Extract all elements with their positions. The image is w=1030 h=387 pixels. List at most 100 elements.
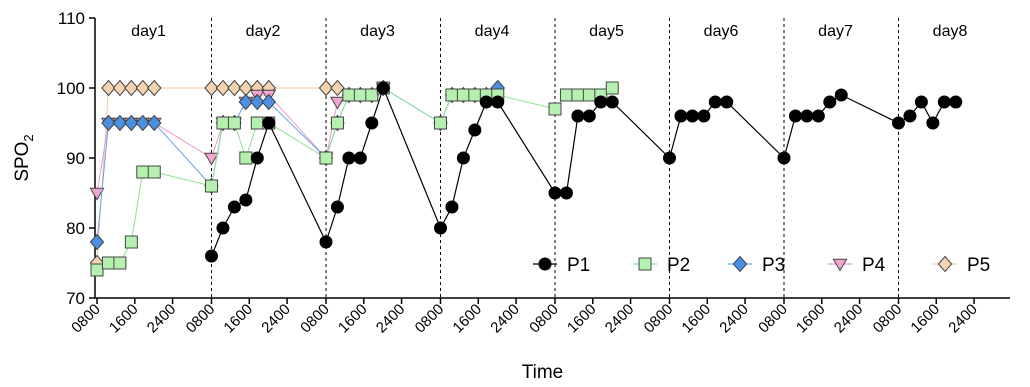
data-point-p1 <box>479 95 493 109</box>
data-point-p1 <box>937 95 951 109</box>
x-tick-label: 2400 <box>602 301 638 337</box>
data-point-p1 <box>594 95 608 109</box>
x-tick-label: 1600 <box>678 301 714 337</box>
data-point-p2 <box>605 81 619 95</box>
y-tick-label: 90 <box>66 149 85 168</box>
day-label: day5 <box>589 23 624 40</box>
data-point-p1 <box>227 200 241 214</box>
data-point-p2 <box>582 88 596 102</box>
data-point-p1 <box>548 186 562 200</box>
data-point-p1 <box>708 95 722 109</box>
data-point-p5 <box>318 79 334 97</box>
data-point-p2 <box>559 88 573 102</box>
legend-label-p5: P5 <box>967 255 990 276</box>
data-point-p1 <box>376 81 390 95</box>
data-point-p2 <box>113 256 127 270</box>
data-point-p5 <box>227 79 242 97</box>
data-point-p2 <box>445 88 459 102</box>
data-point-p2 <box>434 116 447 130</box>
data-point-p2 <box>571 88 585 102</box>
data-point-p2 <box>250 116 264 130</box>
data-point-p2 <box>147 165 161 179</box>
data-point-p1 <box>205 249 218 263</box>
day-label: day4 <box>475 23 510 40</box>
series-layer <box>89 79 963 277</box>
y-tick-label: 100 <box>57 79 85 98</box>
data-point-p2 <box>330 116 344 130</box>
x-tick-label: 2400 <box>144 301 180 337</box>
y-tick-label: 80 <box>66 219 85 238</box>
data-point-p3 <box>238 93 254 111</box>
legend: P1 P2 P3 P4 P5 <box>533 255 990 276</box>
legend-item-p5: P5 <box>933 255 990 276</box>
legend-item-p4: P4 <box>828 255 886 276</box>
legend-marker-p1 <box>538 257 552 271</box>
data-point-p5 <box>146 79 162 97</box>
day-label: day6 <box>704 23 739 40</box>
data-point-p3 <box>135 114 151 132</box>
data-point-p1 <box>788 109 802 123</box>
x-tick-label: 1600 <box>793 301 829 337</box>
day-label: day2 <box>246 23 281 40</box>
legend-item-p1: P1 <box>533 255 590 276</box>
y-axis-title: SPO2 <box>12 134 36 181</box>
legend-marker-p4 <box>832 258 848 272</box>
x-tick-label: 2400 <box>487 301 523 337</box>
data-point-p1 <box>319 235 333 249</box>
data-point-p1 <box>720 95 734 109</box>
data-point-p5 <box>215 79 231 97</box>
data-point-p2 <box>124 235 138 249</box>
data-point-p5 <box>135 79 151 97</box>
legend-marker-p3 <box>732 255 748 273</box>
data-point-p2 <box>227 116 241 130</box>
data-point-p4 <box>89 187 105 201</box>
data-point-p3 <box>250 93 265 111</box>
day-label: day1 <box>131 23 166 40</box>
data-point-p1 <box>926 116 940 130</box>
y-tick-label: 110 <box>58 9 85 28</box>
legend-marker-p2 <box>638 257 652 271</box>
legend-item-p2: P2 <box>633 255 690 276</box>
data-point-p5 <box>101 79 116 97</box>
data-point-p5 <box>124 79 139 97</box>
data-point-p1 <box>697 109 711 123</box>
data-point-p5 <box>204 79 219 97</box>
data-point-p2 <box>548 102 562 116</box>
data-point-p1 <box>663 151 676 165</box>
data-point-p1 <box>262 116 276 130</box>
data-point-p1 <box>330 200 344 214</box>
series-line-p3 <box>96 87 499 243</box>
x-tick-label: 1600 <box>335 301 371 337</box>
data-point-p1 <box>559 186 573 200</box>
data-point-p1 <box>434 221 447 235</box>
data-point-p1 <box>914 95 928 109</box>
data-point-p3 <box>89 233 105 251</box>
legend-item-p3: P3 <box>728 255 785 276</box>
series-line-p2 <box>96 87 613 271</box>
data-point-p4 <box>329 96 345 110</box>
data-point-p1 <box>834 88 848 102</box>
data-point-p2 <box>342 88 356 102</box>
day-label: day7 <box>818 23 853 40</box>
x-tick-label: 0800 <box>641 301 677 337</box>
data-point-p1 <box>949 95 963 109</box>
x-tick-label: 2400 <box>716 301 752 337</box>
x-tick-label: 0800 <box>297 301 333 337</box>
data-point-p1 <box>685 109 699 123</box>
data-point-p2 <box>101 256 115 270</box>
data-point-p1 <box>605 95 619 109</box>
data-point-p1 <box>216 221 230 235</box>
data-point-p1 <box>250 151 264 165</box>
data-point-p1 <box>342 151 356 165</box>
x-tick-label: 1600 <box>564 301 600 337</box>
data-point-p2 <box>90 263 104 277</box>
legend-label-p1: P1 <box>567 255 590 276</box>
data-point-p3 <box>112 114 128 132</box>
data-point-p3 <box>146 114 162 132</box>
data-point-p2 <box>136 165 150 179</box>
x-tick-label: 1600 <box>449 301 485 337</box>
data-point-p1 <box>777 151 791 165</box>
data-point-p2 <box>468 88 482 102</box>
data-point-p1 <box>456 151 470 165</box>
